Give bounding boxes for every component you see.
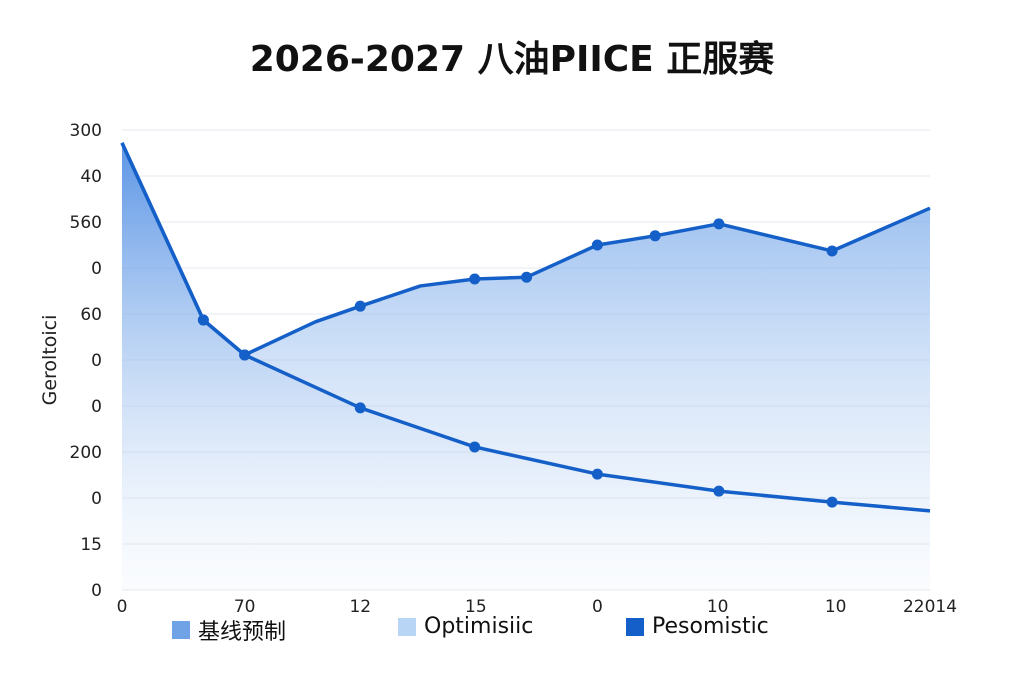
x-tick-label: 15 <box>465 597 487 617</box>
y-tick-label: 60 <box>80 305 102 325</box>
y-tick-label: 0 <box>91 397 102 417</box>
legend-label: Pesomistic <box>652 614 769 639</box>
y-axis-label: Geroltoici <box>39 315 61 406</box>
y-tick-label: 0 <box>91 351 102 371</box>
legend-item-pessimistic[interactable]: Pesomistic <box>626 614 769 639</box>
data-point <box>713 218 725 230</box>
data-point <box>713 485 725 497</box>
data-point <box>591 239 603 251</box>
y-tick-label: 15 <box>80 535 102 555</box>
data-point <box>354 402 366 414</box>
legend-swatch <box>398 617 416 636</box>
legend-item-baseline[interactable]: 基线预制 <box>172 614 286 646</box>
y-tick-label: 560 <box>70 213 102 233</box>
data-point <box>239 349 251 361</box>
legend-label: 基线预制 <box>198 620 287 645</box>
data-point <box>469 441 481 453</box>
chart-title: 2026-2027 八油PIICE 正服赛 <box>249 39 775 80</box>
y-tick-label: 200 <box>70 443 102 463</box>
x-tick-label: 10 <box>825 597 847 617</box>
y-tick-label: 0 <box>91 581 102 601</box>
data-point <box>521 271 533 283</box>
legend-swatch <box>172 621 190 639</box>
legend-label: Optimisiic <box>424 614 534 639</box>
x-tick-label: 10 <box>707 597 729 617</box>
data-point <box>826 496 838 508</box>
y-tick-label: 40 <box>80 167 102 187</box>
data-point <box>591 468 603 480</box>
data-point <box>197 314 209 326</box>
data-point <box>649 230 661 242</box>
x-tick-label: 12 <box>349 597 371 617</box>
data-point <box>354 300 366 312</box>
y-tick-label: 300 <box>70 121 102 141</box>
legend-item-optimistic[interactable]: Optimisiic <box>398 614 533 639</box>
x-tick-label: 0 <box>117 597 128 617</box>
x-tick-label: 22014 <box>903 597 957 617</box>
x-tick-label: 0 <box>592 597 603 617</box>
y-tick-label: 0 <box>91 259 102 279</box>
area-pessimistic <box>122 142 930 590</box>
y-tick-label: 0 <box>91 489 102 509</box>
data-point <box>826 245 838 257</box>
legend-swatch <box>626 617 644 636</box>
x-tick-label: 70 <box>234 597 256 617</box>
data-point <box>469 273 481 285</box>
